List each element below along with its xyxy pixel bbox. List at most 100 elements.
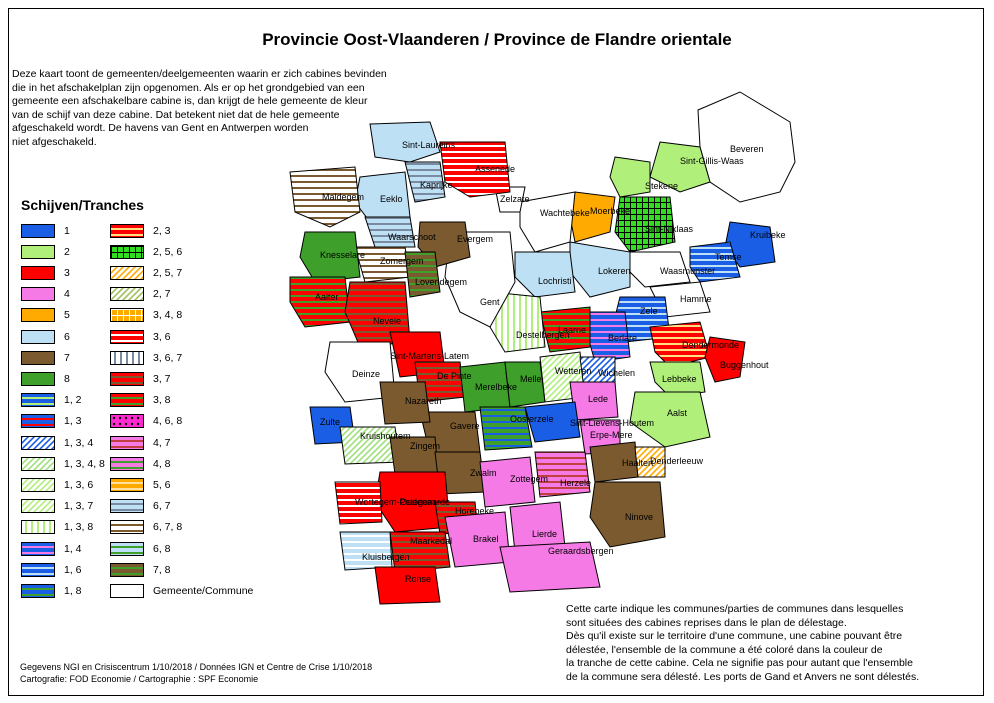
- legend-label: 1, 3: [64, 415, 82, 428]
- municipality-label: Lovendegem: [415, 277, 467, 287]
- municipality-label: Buggenhout: [720, 360, 769, 370]
- municipality-label: Nevele: [373, 316, 401, 326]
- municipality-label: Oudenaarde: [400, 497, 450, 507]
- legend-swatch: [110, 583, 144, 598]
- legend-label: 1: [64, 224, 70, 237]
- legend-swatch: [21, 414, 55, 429]
- legend-label: 3, 7: [153, 372, 171, 385]
- legend-label: 2, 5, 7: [153, 266, 183, 279]
- municipality-label: Sint-Laureins: [402, 140, 456, 150]
- municipality-label: Zulte: [320, 417, 340, 427]
- legend-item: 2: [21, 243, 70, 260]
- municipality-label: Haaltert: [622, 458, 654, 468]
- legend-swatch: [21, 456, 55, 471]
- legend-label: 1, 3, 7: [64, 500, 94, 513]
- municipality-label: Evergem: [457, 234, 493, 244]
- municipality-label: Wetteren: [555, 366, 591, 376]
- municipality-kaprijke: [404, 161, 446, 203]
- legend-swatch: [21, 287, 55, 302]
- municipality-zottegem: [479, 456, 536, 508]
- legend-item: 4, 7: [110, 434, 171, 451]
- legend-item: 2, 5, 7: [110, 264, 182, 281]
- legend-label: 3, 8: [153, 394, 171, 407]
- legend-swatch: [110, 244, 144, 259]
- municipality-label: Geraardsbergen: [548, 546, 614, 556]
- legend-label: 1, 3, 4, 8: [64, 457, 105, 470]
- legend-item: 3, 6, 7: [110, 349, 182, 366]
- legend-item: 1, 3, 4: [21, 434, 93, 451]
- municipality-waarschoot: [364, 216, 416, 248]
- municipality-label: Zwalm: [470, 468, 497, 478]
- legend-title: Schijven/Tranches: [21, 197, 144, 213]
- legend-item: 1: [21, 222, 70, 239]
- legend-item: 2, 3: [110, 222, 171, 239]
- legend-item: 3, 8: [110, 392, 171, 409]
- municipality-label: Beveren: [730, 144, 764, 154]
- legend-swatch: [21, 371, 55, 386]
- legend-swatch: [21, 435, 55, 450]
- legend-swatch: [110, 499, 144, 514]
- municipality-sint-laureins: [369, 121, 441, 163]
- municipality-label: Ninove: [625, 512, 653, 522]
- legend-swatch: [110, 308, 144, 323]
- legend-item: 6, 7: [110, 498, 171, 515]
- municipality-label: Laarne: [558, 325, 586, 335]
- municipality-label: Gent: [480, 297, 500, 307]
- municipality-herzele: [534, 451, 591, 498]
- municipality-buggenhout: [704, 336, 746, 383]
- legend-item: 7: [21, 349, 70, 366]
- legend-swatch: [21, 329, 55, 344]
- municipality-label: Zelzate: [500, 194, 530, 204]
- legend-swatch: [110, 435, 144, 450]
- legend-swatch: [110, 520, 144, 535]
- municipality-label: Wichelen: [598, 368, 635, 378]
- municipality-label: Hamme: [680, 294, 712, 304]
- municipality-label: Sint-Gillis-Waas: [680, 156, 744, 166]
- municipality-label: De Pinte: [437, 371, 472, 381]
- municipality-label: Eeklo: [380, 194, 403, 204]
- municipality-label: Nazareth: [405, 396, 442, 406]
- legend-swatch: [21, 350, 55, 365]
- legend-swatch: [21, 308, 55, 323]
- legend-item: 2, 5, 6: [110, 243, 182, 260]
- legend-swatch: [21, 223, 55, 238]
- legend-label: 3, 4, 8: [153, 309, 183, 322]
- legend-swatch: [110, 414, 144, 429]
- legend-item: 1, 3, 8: [21, 519, 93, 536]
- legend-swatch: [21, 541, 55, 556]
- municipality-label: Waasmunster: [660, 266, 715, 276]
- legend-item: 6, 7, 8: [110, 519, 182, 536]
- municipality-label: Berlare: [608, 333, 637, 343]
- legend-item: 7, 8: [110, 561, 171, 578]
- credits: Gegevens NGI en Crisiscentrum 1/10/2018 …: [20, 662, 373, 685]
- legend-item: 3: [21, 264, 70, 281]
- municipality-label: Aalter: [315, 292, 339, 302]
- legend-swatch: [21, 562, 55, 577]
- legend-swatch: [21, 520, 55, 535]
- municipality-deinze: [324, 341, 396, 403]
- municipality-lovendegem: [404, 251, 441, 298]
- municipality-ronse: [374, 566, 441, 605]
- municipality-stekene: [609, 156, 651, 198]
- legend-swatch: [21, 477, 55, 492]
- municipality-label: Stekene: [645, 181, 678, 191]
- legend-item: 1, 3, 7: [21, 498, 93, 515]
- legend-item: 4, 8: [110, 455, 171, 472]
- municipality-label: Lochristi: [538, 276, 572, 286]
- municipality-geraardsbergen: [499, 541, 601, 593]
- legend-item: 4, 6, 8: [110, 413, 182, 430]
- municipality-label: Zomergem: [380, 256, 424, 266]
- municipality-assenede: [439, 141, 511, 198]
- municipality-label: Lierde: [532, 529, 557, 539]
- intro-text-dutch: Deze kaart toont de gemeenten/deelgemeen…: [12, 68, 387, 148]
- legend-item: 1, 3, 4, 8: [21, 455, 105, 472]
- legend-swatch: [110, 371, 144, 386]
- municipality-maarkedal: [389, 531, 451, 573]
- legend-item: 6, 8: [110, 540, 171, 557]
- legend-swatch: [21, 583, 55, 598]
- municipality-label: Dendermonde: [682, 340, 739, 350]
- legend-item: 5, 6: [110, 476, 171, 493]
- municipality-wachtebeke: [519, 191, 576, 253]
- legend-label: 7: [64, 351, 70, 364]
- legend-swatch: [21, 393, 55, 408]
